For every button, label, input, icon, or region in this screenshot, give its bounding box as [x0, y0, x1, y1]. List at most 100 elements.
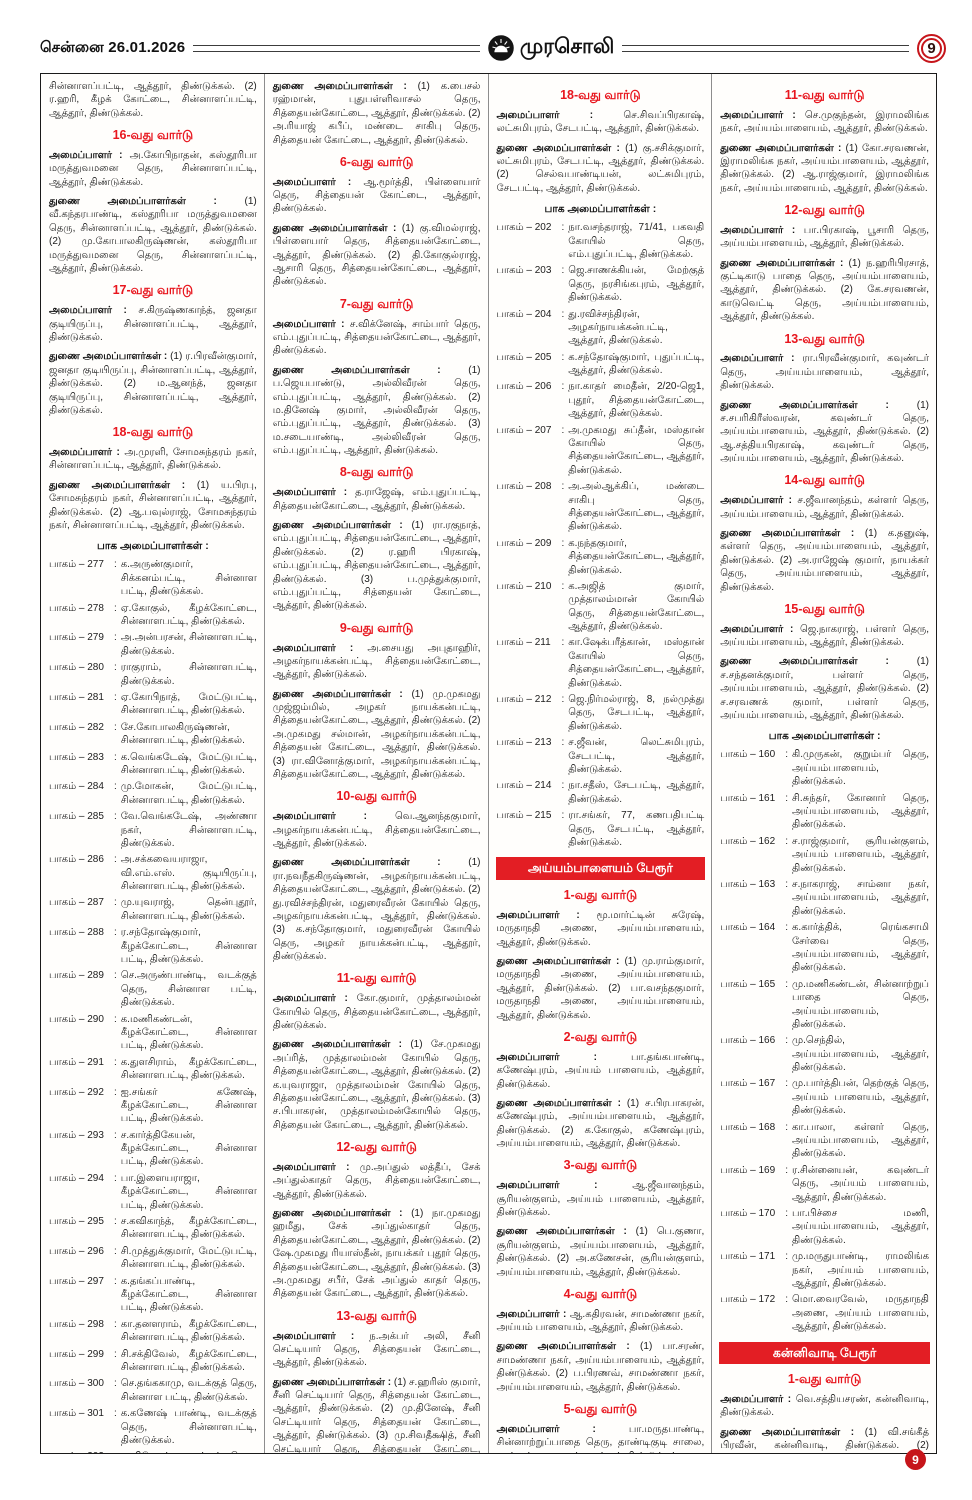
- part-colon: :: [114, 854, 117, 866]
- part-number: பாகம் – 288: [49, 927, 104, 939]
- part-colon: :: [561, 222, 565, 234]
- part-row: பாகம் – 299: சி.சக்திவேல், கீழக்கோட்டை, ச…: [49, 1348, 257, 1375]
- deputy-organizers-para: துணை அமைப்பாளர்கள் : (1) ப.ஜெயபாண்டு, அல…: [272, 364, 481, 457]
- role-label: துணை அமைப்பாளர்கள் :: [49, 196, 245, 208]
- part-number: பாகம் – 160: [720, 749, 776, 761]
- part-colon: :: [114, 1245, 117, 1257]
- role-label: துணை அமைப்பாளர்கள் :: [720, 142, 846, 154]
- part-text: நா.வசந்தராஜ், 71/41, பகவதி கோயில் தெரு, …: [568, 222, 705, 260]
- part-colon: :: [561, 780, 565, 792]
- part-text: மு.மோகன், மேட்டுபட்டி, சின்னாளபட்டி, திண…: [120, 781, 257, 806]
- ward-heading: 14-வது வார்டு: [784, 473, 865, 488]
- ward-heading: 11-வது வார்டு: [784, 88, 865, 102]
- deputy-organizers-para: துணை அமைப்பாளர்கள் : (1) மு.முகமது முஜ்ஜ…: [272, 688, 481, 781]
- part-row: பாகம் – 165: மு.மணிகண்டன், சின்னாற்றுப் ப…: [720, 978, 929, 1032]
- part-row: பாகம் – 288: ர.சந்தோஷ்குமார், கீழக்கோட்டை…: [49, 926, 257, 966]
- deputy-organizers-para: துணை அமைப்பாளர்கள் : (1) ச.சந்தனக்குமார்…: [720, 656, 929, 722]
- role-label: துணை அமைப்பாளர்கள் :: [272, 1039, 411, 1051]
- part-text: க.சந்தோஷ்குமார், புதுப்பட்டி, ஆத்தூர், த…: [568, 351, 705, 377]
- organizer-para: அமைப்பாளர் : செ.முகுந்தன், இராமலிங்க நகர…: [720, 109, 929, 135]
- deputy-organizers-para: துணை அமைப்பாளர்கள் : (1) கு.விமல்ராஜ், ப…: [272, 222, 481, 288]
- part-text: நா.காதர் மைதீன், 2/20-ஜெ1, புதூர், சித்த…: [568, 381, 705, 420]
- part-number: பாகம் – 294: [49, 1172, 104, 1184]
- role-label: துணை அமைப்பாளர்கள் :: [272, 364, 469, 376]
- role-label: துணை அமைப்பாளர்கள் :: [49, 479, 197, 491]
- part-number: பாகம் – 210: [496, 580, 552, 592]
- ward-heading: 2-வது வார்டு: [563, 1029, 638, 1044]
- ward-heading: 4-வது வார்டு: [563, 1286, 638, 1301]
- town-banner: கன்னிவாடி பேரூர்: [719, 1341, 930, 1365]
- part-colon: :: [114, 1056, 117, 1068]
- part-text: செ.தங்ககாமு, வடக்குத் தெரு, சின்னாள பட்ட…: [120, 1378, 257, 1403]
- part-text: மு.மணிகண்டன், சின்னாற்றுப் பாதை தெரு, அய…: [792, 978, 929, 1030]
- part-text: க.தங்கப்பாண்டி, கீழக்கோட்டை, சின்னாள பட்…: [120, 1275, 257, 1314]
- role-label: அமைப்பாளர் :: [496, 1051, 631, 1063]
- part-number: பாகம் – 211: [496, 637, 551, 649]
- part-row: பாகம் – 163: ச.நாகராஜ், சாம்னா நகர், அய்ய…: [720, 878, 929, 918]
- role-label: அமைப்பாளர் :: [272, 487, 356, 499]
- column-1: சின்னாளப்பட்டி, ஆத்தூர், திண்டுக்கல். (2…: [41, 74, 265, 1453]
- part-number: பாகம் – 299: [49, 1348, 104, 1360]
- role-label: துணை அமைப்பாளர்கள் :: [272, 81, 418, 92]
- part-row: பாகம் – 294: பா.இளையராஜா, கீழக்கோட்டை, சி…: [49, 1172, 257, 1212]
- part-text: க.அஜித் குமார், முத்தாலம்மான் கோயில் தெர…: [568, 580, 705, 633]
- part-colon: :: [114, 1086, 117, 1098]
- role-label: துணை அமைப்பாளர்கள் :: [49, 351, 171, 363]
- part-row: பாகம் – 160: கி.முருகன், குறும்பர் தெரு, …: [720, 748, 929, 788]
- part-number: பாகம் – 285: [49, 811, 104, 823]
- part-row: பாகம் – 169: ர.சின்னையன், கவுண்டர் தெரு, …: [720, 1164, 929, 1204]
- part-row: பாகம் – 208: அ.அல்ஆக்கிப், மண்டை சாகிபு த…: [497, 480, 705, 534]
- part-text: நா.சதீஸ், சேடபட்டி, ஆத்தூர், திண்டுக்கல்…: [568, 780, 705, 805]
- part-text: மு.செந்தில், அய்யம்பாளையம், ஆத்தூர், திண…: [792, 1035, 929, 1074]
- organizer-para: அமைப்பாளர் : ஆ.கதிரவன், சாமண்ணா நகர், அய…: [496, 1308, 705, 1334]
- part-row: பாகம் – 171: மு.மருதுபாண்டி, ராமலிங்க நகர…: [720, 1250, 929, 1290]
- ward-heading: 12-வது வார்டு: [336, 1140, 417, 1155]
- part-number: பாகம் – 207: [496, 424, 552, 436]
- part-colon: :: [561, 424, 565, 436]
- part-text: க.அருண்குமார், சிக்கனம்பட்டி, சின்னாள பட…: [120, 559, 257, 598]
- part-colon: :: [114, 1172, 117, 1184]
- part-row: பாகம் – 162: ச.ராஜ்குமார், சூரியன்குளம், …: [720, 835, 929, 875]
- part-text: ச.கவிகாந்த், கீழக்கோட்டை, சின்னாளபட்டி, …: [120, 1216, 257, 1241]
- part-row: பாகம் – 285: வே.வெங்கடேஷ், அண்ணா நகர், சி…: [49, 810, 257, 850]
- part-number: பாகம் – 161: [720, 792, 776, 804]
- part-text: க.துளசிராம், கீழக்கோட்டை, சின்னாளபட்டி, …: [120, 1056, 257, 1082]
- part-number: பாகம் – 279: [49, 632, 104, 644]
- ward-heading: 6-வது வார்டு: [339, 154, 414, 169]
- part-colon: :: [785, 1164, 789, 1176]
- part-colon: :: [785, 879, 789, 890]
- part-text: ஏ.கோகுல், கீழக்கோட்டை, சின்னாளபட்டி, திண…: [120, 602, 257, 628]
- ward-heading: 5-வது வார்டு: [563, 1402, 638, 1417]
- content-columns: சின்னாளப்பட்டி, ஆத்தூர், திண்டுக்கல். (2…: [40, 73, 937, 1454]
- part-colon: :: [114, 1450, 117, 1453]
- part-text: ரா.சங்கர், 77, கணபதிபட்டி தெரு, சேடபட்டி…: [568, 810, 705, 848]
- part-text: க.கார்த்திக், ரெங்கசாமி சேர்வை தெரு, அய்…: [792, 922, 929, 974]
- part-colon: :: [114, 811, 117, 823]
- part-number: பாகம் – 167: [720, 1078, 776, 1090]
- part-text: செ.அருண்பாண்டி, வடக்குத் தெரு, சின்னாள ப…: [120, 970, 257, 1009]
- part-number: பாகம் – 166: [720, 1035, 776, 1047]
- role-label: அமைப்பாளர் :: [272, 1330, 370, 1342]
- organizer-para: அமைப்பாளர் : மூ.மார்ட்டின் சுரேஷ், மருதா…: [496, 909, 705, 948]
- part-text: சே.கோபாலகிருஷ்ணன், சின்னாளபட்டி, திண்டுக…: [120, 721, 245, 747]
- part-number: பாகம் – 283: [49, 751, 104, 763]
- part-number: பாகம் – 202: [496, 222, 552, 234]
- organizer-para: அமைப்பாளர் : பா.பிரகாஷ், பூசாரி தெரு, அய…: [720, 224, 929, 250]
- role-label: துணை அமைப்பாளர்கள் :: [496, 956, 625, 968]
- masthead-rule-left: [193, 44, 480, 52]
- role-label: துணை அமைப்பாளர்கள் :: [496, 1341, 641, 1353]
- ward-heading: 9-வது வார்டு: [339, 620, 414, 635]
- part-number: பாகம் – 292: [49, 1086, 104, 1098]
- part-row: பாகம் – 283: க.வெங்கடேஷ், மேட்டுபட்டி, சி…: [49, 751, 257, 778]
- part-row: பாகம் – 286: அ.சக்கவையராஜா, வி.எம்.எஸ். க…: [49, 853, 257, 893]
- part-text: அ.சக்கவையராஜா, வி.எம்.எஸ். குடியிருப்பு,…: [120, 854, 257, 893]
- part-number: பாகம் – 213: [496, 737, 552, 749]
- part-row: பாகம் – 301: க.கணேஷ் பாண்டி, வடக்குத் தெர…: [49, 1407, 257, 1447]
- part-text: மு.மருதுபாண்டி, ராமலிங்க நகர், அய்யம் பா…: [792, 1251, 929, 1289]
- ward-heading: 10-வது வார்டு: [336, 789, 417, 804]
- part-colon: :: [785, 1078, 789, 1090]
- deputy-organizers-para: துணை அமைப்பாளர்கள் : (1) க.பைசல் ரஹ்மான்…: [272, 81, 481, 146]
- ward-heading: 15-வது வார்டு: [784, 601, 865, 616]
- part-text: ஜெ.நிர்மல்ராஜ், 8, நல்முத்து தெரு, சேடபட…: [568, 694, 705, 732]
- role-label: துணை அமைப்பாளர்கள் :: [272, 688, 412, 700]
